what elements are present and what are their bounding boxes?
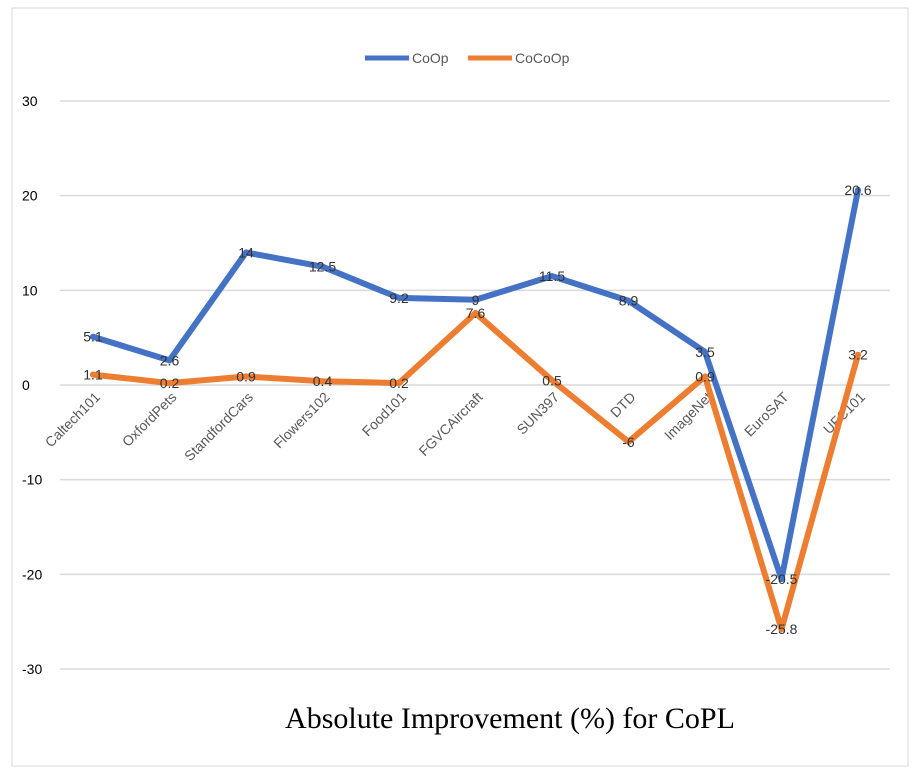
data-label: 0.2: [160, 375, 180, 391]
data-point: [702, 373, 708, 380]
data-point: [472, 296, 479, 303]
data-label: 11.5: [539, 268, 565, 284]
legend-label: CoCoOp: [515, 50, 570, 66]
data-point: [472, 310, 479, 317]
data-point: [778, 626, 785, 633]
data-point: [549, 377, 555, 384]
data-point: [855, 351, 861, 358]
data-label: 0.2: [389, 375, 409, 391]
data-label: 8.9: [619, 293, 639, 309]
data-point: [625, 438, 632, 445]
data-point: [319, 378, 326, 385]
data-label: 0.9: [695, 368, 715, 384]
legend-label: CoOp: [412, 50, 449, 66]
data-point: [319, 263, 326, 270]
y-tick-label: -10: [22, 472, 42, 488]
data-label: -6: [622, 434, 635, 450]
data-point: [625, 297, 632, 304]
y-tick-label: 0: [22, 377, 30, 393]
data-point: [778, 576, 785, 583]
data-label: 7.6: [466, 305, 486, 321]
y-tick-label: 30: [22, 93, 38, 109]
data-label: -20.5: [766, 571, 798, 587]
data-point: [855, 186, 861, 193]
data-label: 0.5: [542, 372, 562, 388]
data-point: [396, 380, 402, 387]
chart-border: [11, 7, 909, 767]
data-label: 3.2: [848, 347, 868, 363]
data-label: 9: [472, 292, 480, 308]
chart-title: Absolute Improvement (%) for CoPL: [285, 702, 735, 735]
data-point: [243, 249, 249, 256]
data-label: 12.5: [309, 259, 336, 275]
data-point: [166, 357, 173, 364]
data-point: [702, 348, 708, 355]
data-point: [90, 371, 96, 378]
data-point: [166, 380, 173, 387]
data-point: [90, 333, 96, 340]
y-tick-label: -30: [22, 661, 42, 677]
legend: CoOp CoCoOp: [365, 50, 570, 66]
data-label: 2.6: [160, 352, 180, 368]
data-label: 14: [238, 244, 254, 260]
data-label: 5.1: [83, 329, 103, 345]
data-point: [549, 273, 555, 280]
data-label: -25.8: [766, 621, 798, 637]
y-tick-label: 10: [22, 282, 38, 298]
y-tick-label: -20: [22, 566, 42, 582]
data-point: [396, 294, 402, 301]
data-label: 1.1: [83, 367, 103, 383]
data-point: [243, 373, 249, 380]
data-label: 0.4: [313, 373, 333, 389]
data-label: 9.2: [389, 290, 409, 306]
data-label: 20.6: [844, 182, 871, 198]
data-label: 0.9: [236, 368, 256, 384]
y-tick-label: 20: [22, 188, 38, 204]
data-label: 3.5: [695, 344, 715, 360]
